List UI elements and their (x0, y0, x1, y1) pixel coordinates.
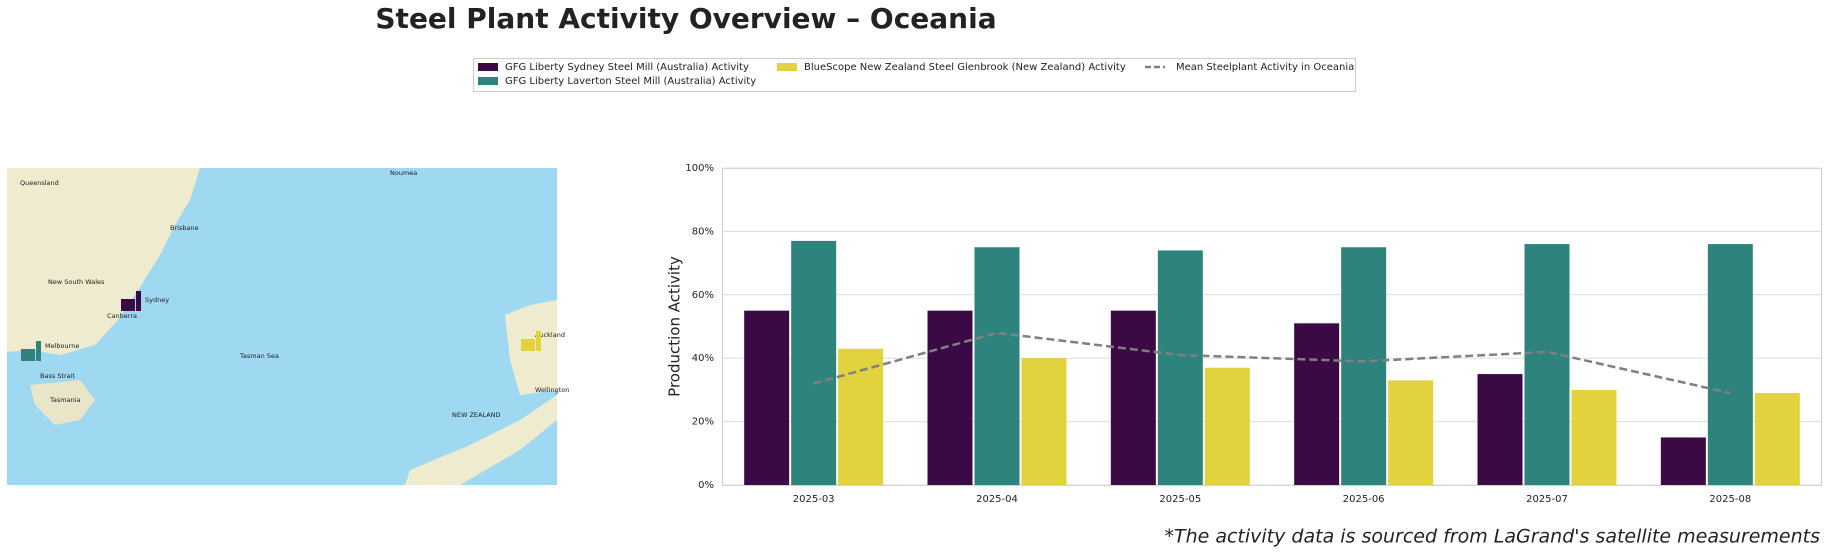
plant-marker (36, 341, 41, 361)
y-tick-label: 60% (692, 290, 714, 301)
bar (1294, 323, 1340, 485)
legend-swatch (478, 63, 498, 71)
map-label: New South Wales (48, 278, 105, 286)
map-label: Brisbane (170, 224, 199, 232)
legend-label: Mean Steelplant Activity in Oceania (1176, 62, 1354, 73)
map-label: Wellington (535, 386, 569, 394)
map (7, 168, 557, 485)
legend-box (473, 58, 1356, 92)
map-label: Canberra (107, 312, 137, 320)
legend-label: GFG Liberty Laverton Steel Mill (Austral… (505, 76, 756, 87)
bar (1021, 358, 1067, 485)
y-tick-label: 80% (692, 226, 714, 237)
x-tick-label: 2025-05 (1159, 494, 1201, 505)
bar (1341, 247, 1387, 485)
y-tick-label: 100% (685, 163, 714, 174)
title: Steel Plant Activity Overview – Oceania (375, 2, 996, 35)
y-tick-label: 40% (692, 353, 714, 364)
bar (744, 310, 790, 485)
bar (1754, 393, 1800, 485)
y-axis-label: Production Activity (666, 256, 684, 397)
map-label: Tasman Sea (239, 352, 279, 360)
bar (1571, 389, 1617, 485)
map-label: Melbourne (45, 342, 79, 350)
map-label: Noumea (390, 169, 417, 177)
bar (1157, 250, 1203, 485)
x-tick-label: 2025-08 (1709, 494, 1751, 505)
bar (1524, 244, 1570, 485)
map-label: NEW ZEALAND (452, 411, 501, 419)
bar (1477, 374, 1523, 485)
plant-marker (521, 339, 535, 351)
bar (791, 240, 837, 485)
bar (1660, 437, 1706, 485)
land (7, 168, 200, 355)
y-tick-label: 0% (698, 480, 714, 491)
mean-line (813, 331, 1731, 395)
legend-label: BlueScope New Zealand Steel Glenbrook (N… (804, 62, 1126, 73)
legend-swatch (777, 63, 797, 71)
bar (1707, 244, 1753, 485)
plant-marker (536, 331, 541, 351)
footnote: *The activity data is sourced from LaGra… (1164, 526, 1820, 548)
map-label: Queensland (20, 179, 59, 187)
map-label: Sydney (145, 296, 169, 304)
bar (838, 348, 884, 485)
x-tick-label: 2025-03 (793, 494, 835, 505)
plot-frame (722, 168, 1822, 486)
plant-marker (21, 349, 35, 361)
land (405, 395, 557, 485)
legend-swatch (478, 77, 498, 85)
map-label: Tasmania (49, 396, 81, 404)
x-tick-label: 2025-07 (1526, 494, 1568, 505)
bar (1388, 380, 1434, 485)
map-label: Bass Strait (40, 372, 75, 380)
bar (1204, 367, 1250, 485)
bar (927, 310, 973, 485)
legend-label: GFG Liberty Sydney Steel Mill (Australia… (505, 62, 749, 73)
bar (1110, 310, 1156, 485)
x-tick-label: 2025-06 (1343, 494, 1385, 505)
plant-marker (136, 291, 141, 311)
y-tick-label: 20% (692, 417, 714, 428)
land (30, 380, 95, 425)
plant-marker (121, 299, 135, 311)
x-tick-label: 2025-04 (976, 494, 1018, 505)
bar (974, 247, 1020, 485)
map-label: Auckland (535, 331, 565, 339)
